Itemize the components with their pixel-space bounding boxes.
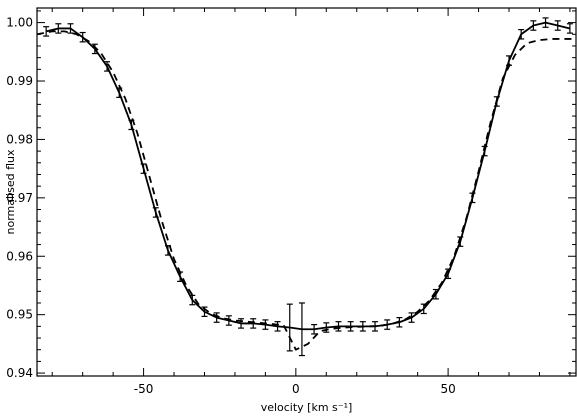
error-bar xyxy=(91,43,98,55)
error-bar xyxy=(104,61,111,72)
series-layer xyxy=(36,17,576,357)
error-bar xyxy=(311,323,318,335)
x-axis-label: velocity [km s⁻¹] xyxy=(261,401,353,414)
model-dashed-line xyxy=(36,30,576,351)
error-bar xyxy=(530,20,537,31)
error-bar xyxy=(152,207,159,218)
error-bar xyxy=(262,319,269,330)
y-tick-label: 0.94 xyxy=(6,366,33,380)
error-bar xyxy=(274,321,281,332)
plot-frame xyxy=(36,7,577,377)
error-bar xyxy=(518,29,525,40)
y-tick-label: 0.96 xyxy=(6,249,33,263)
tick-layer: -50 0 50 0.94 0.95 0.96 0.97 0.98 0.99 1.00 xyxy=(6,8,576,396)
error-bar xyxy=(55,23,62,34)
error-bar xyxy=(566,23,573,34)
error-bar xyxy=(298,302,305,357)
error-bar xyxy=(67,23,74,34)
error-bar xyxy=(432,288,439,300)
error-bar xyxy=(225,315,232,326)
x-tick-label: 50 xyxy=(440,382,455,396)
error-bar xyxy=(554,20,561,31)
error-bar xyxy=(542,17,549,28)
observed-profile-line xyxy=(45,21,571,331)
x-tick-label: -50 xyxy=(134,382,154,396)
error-bar xyxy=(335,321,342,332)
error-bar xyxy=(140,163,147,174)
y-axis-label: normalised flux xyxy=(4,149,17,234)
error-bar xyxy=(286,303,293,352)
y-tick-label: 1.00 xyxy=(6,16,33,30)
x-tick-label: 0 xyxy=(292,382,300,396)
error-bar xyxy=(408,312,415,323)
y-tick-label: 0.95 xyxy=(6,308,33,322)
y-tick-label: 0.98 xyxy=(6,132,33,146)
error-bar xyxy=(43,26,50,37)
error-bar xyxy=(213,312,220,323)
y-tick-label: 0.99 xyxy=(6,74,33,88)
error-bar xyxy=(79,31,86,43)
y-tick-label: 0.97 xyxy=(6,191,33,205)
error-bar xyxy=(250,318,257,329)
error-bar xyxy=(189,294,196,306)
